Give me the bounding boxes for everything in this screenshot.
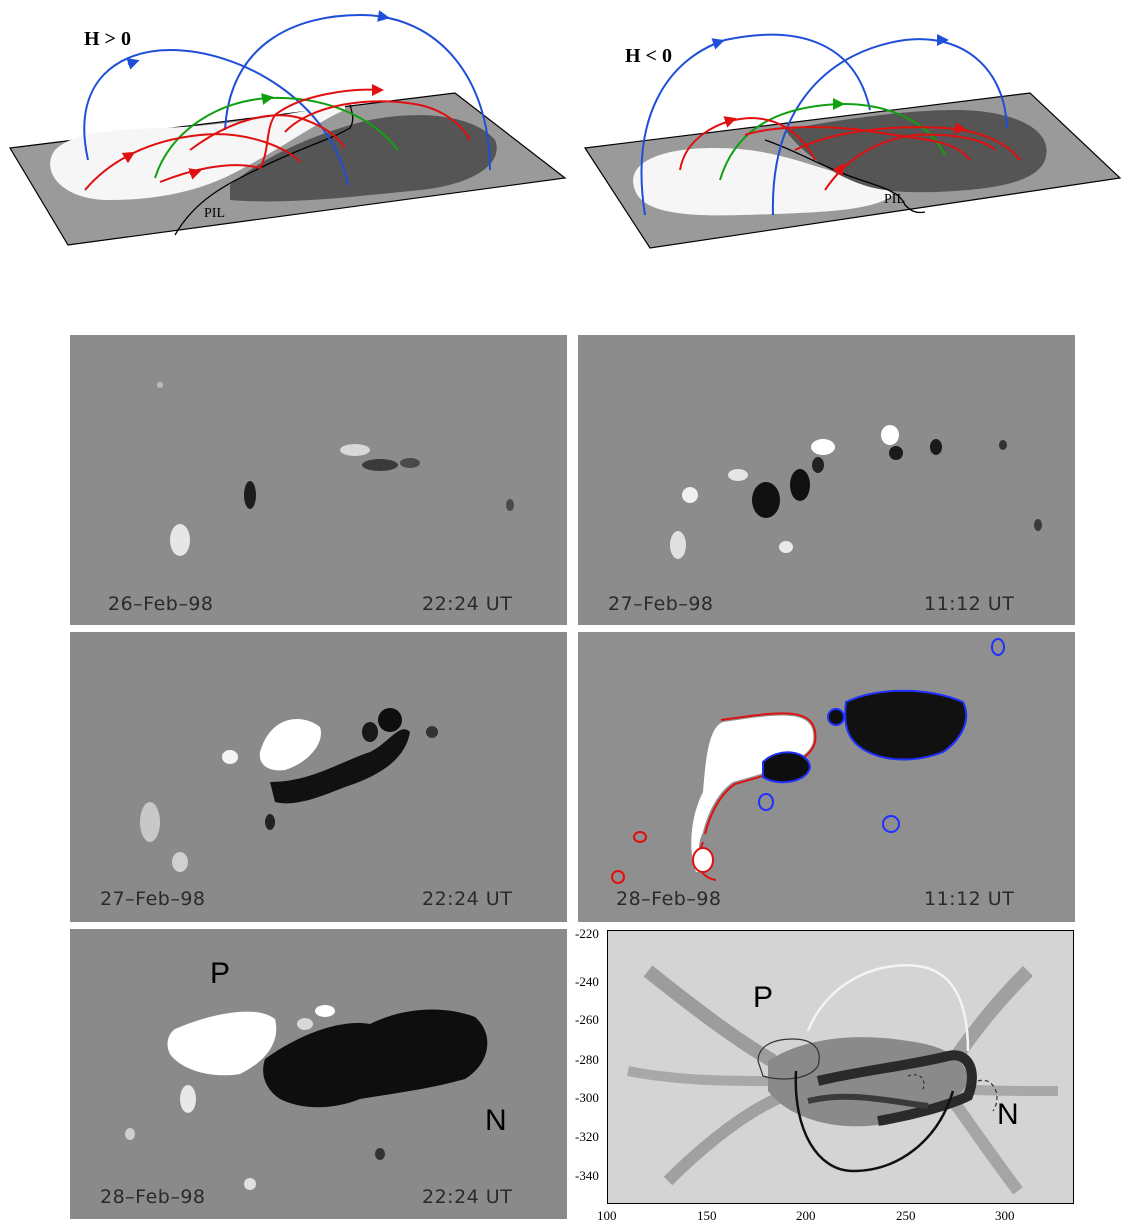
magnetogram-date: 27–Feb–98 (100, 888, 206, 910)
y-tick: -340 (575, 1168, 599, 1183)
schematic-positive-drawing (9, 10, 567, 246)
magnetogram-features (670, 425, 1042, 559)
schematic-negative-drawing (583, 33, 1122, 249)
helicity-negative-label: H < 0 (625, 45, 672, 67)
x-tick: 200 (796, 1208, 816, 1223)
magnetogram-time: 11:12 UT (924, 593, 1015, 615)
x-tick: 300 (995, 1208, 1015, 1223)
y-tick: -240 (575, 974, 599, 989)
magnetogram-features (140, 708, 438, 872)
x-tick: 100 (597, 1208, 617, 1223)
y-tick: -280 (575, 1052, 599, 1067)
magnetogram-date: 26–Feb–98 (108, 593, 214, 615)
magnetogram-time: 22:24 UT (422, 888, 513, 910)
magnetogram-time: 22:24 UT (422, 1186, 513, 1208)
pil-label-right: PIL (884, 192, 905, 207)
negative-polarity-label: N (997, 1098, 1019, 1131)
magnetogram-time: 22:24 UT (422, 593, 513, 615)
coronal-loop-panel: -220 -240 -260 -280 -300 -320 -340 100 1… (575, 926, 1131, 1229)
negative-polarity-label: N (485, 1104, 507, 1137)
positive-polarity-label: P (753, 981, 774, 1014)
schematic-negative-helicity: H < 0 PIL (575, 0, 1131, 260)
magnetogram-26feb-2224: 26–Feb–98 22:24 UT (70, 335, 567, 625)
magnetogram-features (157, 382, 514, 556)
magnetogram-features (611, 638, 1005, 884)
magnetogram-28feb-1112: 28–Feb–98 11:12 UT (578, 632, 1075, 922)
y-tick: -300 (575, 1090, 599, 1105)
schematic-positive-helicity: H > 0 PIL (0, 0, 570, 260)
x-tick: 250 (896, 1208, 916, 1223)
magnetogram-28feb-2224: P N 28–Feb–98 22:24 UT (70, 929, 567, 1219)
coronal-features (627, 964, 1059, 1195)
magnetogram-date: 28–Feb–98 (616, 888, 722, 910)
positive-polarity-label: P (210, 957, 231, 990)
helicity-positive-label: H > 0 (84, 28, 131, 50)
y-tick: -220 (575, 926, 599, 941)
y-tick: -260 (575, 1012, 599, 1027)
magnetogram-date: 28–Feb–98 (100, 1186, 206, 1208)
magnetogram-features (125, 1005, 488, 1190)
magnetogram-27feb-2224: 27–Feb–98 22:24 UT (70, 632, 567, 922)
pil-label-left: PIL (204, 206, 225, 221)
magnetogram-time: 11:12 UT (924, 888, 1015, 910)
magnetogram-date: 27–Feb–98 (608, 593, 714, 615)
x-tick: 150 (697, 1208, 717, 1223)
y-tick: -320 (575, 1129, 599, 1144)
magnetogram-27feb-1112: 27–Feb–98 11:12 UT (578, 335, 1075, 625)
coronal-image (607, 930, 1074, 1204)
